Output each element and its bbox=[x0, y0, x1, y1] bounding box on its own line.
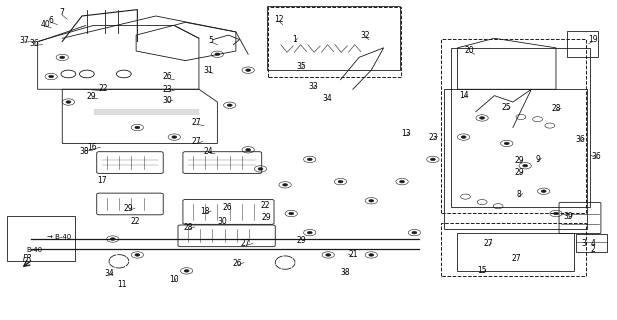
Circle shape bbox=[307, 158, 312, 161]
Circle shape bbox=[504, 142, 509, 145]
Circle shape bbox=[49, 75, 54, 78]
Text: 36: 36 bbox=[30, 39, 39, 48]
Text: 4: 4 bbox=[590, 239, 595, 248]
Circle shape bbox=[307, 231, 312, 234]
Circle shape bbox=[60, 56, 65, 59]
Text: 22: 22 bbox=[130, 217, 139, 226]
Text: 14: 14 bbox=[459, 91, 468, 100]
Text: 29: 29 bbox=[296, 236, 306, 245]
Circle shape bbox=[283, 184, 288, 186]
Text: 19: 19 bbox=[588, 35, 598, 44]
Text: 10: 10 bbox=[170, 275, 179, 284]
Circle shape bbox=[412, 231, 417, 234]
Text: 7: 7 bbox=[60, 8, 65, 17]
Text: 1: 1 bbox=[292, 35, 297, 44]
Text: 5: 5 bbox=[209, 36, 213, 45]
Text: 29: 29 bbox=[514, 156, 524, 165]
Text: 25: 25 bbox=[502, 103, 511, 112]
Text: 23: 23 bbox=[162, 85, 172, 94]
Circle shape bbox=[479, 117, 484, 119]
Text: 20: 20 bbox=[465, 45, 474, 55]
Text: 15: 15 bbox=[478, 266, 487, 276]
Text: 29: 29 bbox=[514, 168, 524, 177]
Circle shape bbox=[326, 254, 331, 256]
Text: 22: 22 bbox=[260, 201, 270, 210]
Circle shape bbox=[135, 254, 140, 256]
Text: 8: 8 bbox=[516, 190, 521, 199]
Text: 27: 27 bbox=[241, 239, 251, 248]
Text: 24: 24 bbox=[204, 147, 213, 156]
Circle shape bbox=[461, 136, 466, 138]
Text: 22: 22 bbox=[99, 84, 108, 93]
Text: 9: 9 bbox=[535, 155, 540, 164]
Text: 34: 34 bbox=[322, 94, 332, 103]
Text: 34: 34 bbox=[105, 268, 115, 278]
Text: 12: 12 bbox=[274, 15, 284, 24]
Circle shape bbox=[541, 190, 546, 193]
Circle shape bbox=[523, 164, 528, 167]
Circle shape bbox=[227, 104, 232, 107]
Text: 18: 18 bbox=[201, 207, 210, 216]
Text: 13: 13 bbox=[401, 129, 410, 138]
Text: 38: 38 bbox=[80, 147, 89, 156]
Text: 26: 26 bbox=[162, 72, 172, 81]
Circle shape bbox=[110, 238, 115, 240]
Circle shape bbox=[369, 254, 374, 256]
Text: 31: 31 bbox=[204, 66, 213, 75]
Text: 27: 27 bbox=[484, 239, 493, 248]
Circle shape bbox=[289, 212, 294, 215]
Text: 3: 3 bbox=[582, 239, 587, 248]
Text: 33: 33 bbox=[308, 82, 318, 91]
Text: 11: 11 bbox=[117, 280, 126, 289]
Text: 37: 37 bbox=[19, 36, 29, 45]
Text: B-40: B-40 bbox=[27, 247, 43, 253]
Text: 35: 35 bbox=[296, 62, 306, 71]
Text: 29: 29 bbox=[124, 204, 133, 213]
Text: 2: 2 bbox=[590, 245, 595, 254]
Text: 29: 29 bbox=[87, 92, 97, 101]
Circle shape bbox=[553, 212, 558, 215]
Text: → B-40: → B-40 bbox=[47, 234, 71, 240]
Circle shape bbox=[258, 168, 263, 170]
Circle shape bbox=[431, 158, 436, 161]
Circle shape bbox=[215, 53, 220, 55]
Text: 29: 29 bbox=[262, 213, 271, 222]
Circle shape bbox=[400, 180, 405, 183]
Text: 17: 17 bbox=[97, 176, 107, 185]
Text: 30: 30 bbox=[162, 96, 172, 105]
Circle shape bbox=[246, 148, 251, 151]
Text: 26: 26 bbox=[222, 203, 232, 212]
Text: 27: 27 bbox=[511, 254, 521, 263]
Text: 23: 23 bbox=[429, 132, 438, 141]
Text: 27: 27 bbox=[192, 118, 201, 127]
Text: FR: FR bbox=[23, 253, 33, 263]
Text: 26: 26 bbox=[233, 259, 242, 268]
Text: 30: 30 bbox=[217, 217, 227, 226]
Text: 28: 28 bbox=[184, 223, 193, 232]
Text: 36: 36 bbox=[576, 135, 586, 144]
Text: 21: 21 bbox=[348, 251, 358, 260]
Text: 27: 27 bbox=[192, 137, 201, 146]
Text: 6: 6 bbox=[49, 16, 54, 25]
Text: 32: 32 bbox=[360, 31, 370, 40]
Text: 40: 40 bbox=[40, 20, 50, 29]
Text: 28: 28 bbox=[551, 104, 561, 113]
Text: 39: 39 bbox=[563, 212, 573, 221]
Text: 36: 36 bbox=[592, 152, 602, 161]
Circle shape bbox=[172, 136, 176, 138]
Circle shape bbox=[246, 69, 251, 71]
Text: 16: 16 bbox=[87, 143, 97, 152]
Circle shape bbox=[184, 270, 189, 272]
Circle shape bbox=[369, 199, 374, 202]
Circle shape bbox=[135, 126, 140, 129]
Circle shape bbox=[338, 180, 343, 183]
Text: 38: 38 bbox=[341, 268, 350, 277]
Circle shape bbox=[66, 101, 71, 103]
